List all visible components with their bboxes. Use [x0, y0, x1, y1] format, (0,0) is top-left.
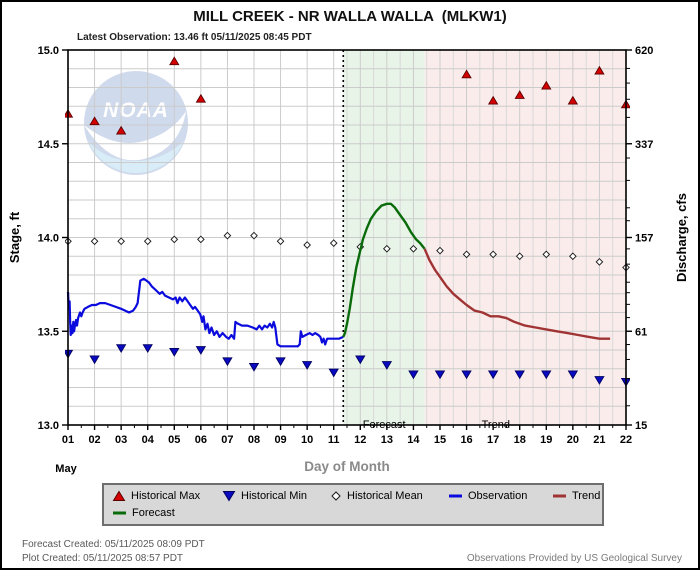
discharge-axis-label: Discharge, cfs	[674, 193, 689, 282]
legend-item-forecast: Forecast	[112, 507, 175, 519]
svg-text:15.0: 15.0	[38, 45, 59, 57]
svg-text:12: 12	[354, 434, 366, 446]
svg-text:08: 08	[248, 434, 260, 446]
legend-item-label: Historical Mean	[347, 490, 423, 502]
svg-text:14.0: 14.0	[38, 233, 59, 245]
svg-text:20: 20	[567, 434, 579, 446]
x-axis-label: Day of Month	[304, 459, 390, 474]
legend-item-label: Forecast	[132, 507, 175, 519]
triangle-up-legend-marker-icon	[112, 490, 126, 502]
svg-text:09: 09	[274, 434, 286, 446]
plot-created-label: Plot Created: 05/11/2025 08:57 PDT	[22, 553, 184, 564]
svg-text:17: 17	[487, 434, 499, 446]
series-forecast	[342, 202, 426, 338]
stage-axis-label: Stage, ft	[7, 211, 22, 263]
svg-text:19: 19	[540, 434, 552, 446]
svg-text:13: 13	[381, 434, 393, 446]
svg-text:157: 157	[635, 233, 653, 245]
svg-text:18: 18	[514, 434, 526, 446]
trend-region-label: Trend	[482, 419, 510, 431]
triangle-down-legend-marker-icon	[222, 490, 236, 502]
latest-observation-label: Latest Observation: 13.46 ft 05/11/2025 …	[77, 32, 312, 43]
legend-item-observation: Observation	[448, 490, 527, 502]
legend-item-historical-mean: Historical Mean	[330, 490, 423, 502]
svg-text:NOAA: NOAA	[103, 99, 169, 122]
svg-text:04: 04	[142, 434, 155, 446]
svg-text:07: 07	[221, 434, 233, 446]
line-legend-marker-icon	[552, 490, 567, 502]
svg-text:337: 337	[635, 139, 653, 151]
series-observation	[66, 277, 344, 348]
month-label: May	[55, 463, 77, 475]
forecast-region-label: Forecast	[363, 419, 406, 431]
svg-text:61: 61	[635, 326, 647, 338]
svg-text:01: 01	[62, 434, 74, 446]
legend-item-historical-max: Historical Max	[112, 490, 200, 502]
svg-text:22: 22	[620, 434, 632, 446]
noaa-logo-watermark: NOAA	[84, 71, 188, 175]
svg-text:16: 16	[460, 434, 472, 446]
svg-text:15: 15	[635, 420, 647, 432]
chart-title: MILL CREEK - NR WALLA WALLA (MLKW1)	[193, 8, 507, 25]
svg-text:15: 15	[434, 434, 446, 446]
hydrograph-plot: NOAA Forecast Trend 15.0 14.5 14.0 13.5 13.0 620…	[7, 45, 689, 475]
svg-text:14: 14	[407, 434, 420, 446]
legend-item-historical-min: Historical Min	[222, 490, 307, 502]
svg-text:11: 11	[328, 434, 340, 446]
series-historical-max	[65, 56, 630, 135]
svg-text:05: 05	[168, 434, 180, 446]
legend-item-label: Historical Max	[131, 490, 201, 502]
svg-text:10: 10	[301, 434, 313, 446]
svg-text:03: 03	[115, 434, 127, 446]
forecast-created-label: Forecast Created: 05/11/2025 08:09 PDT	[22, 539, 205, 550]
svg-text:14.5: 14.5	[38, 139, 59, 151]
legend-item-label: Trend	[572, 490, 601, 502]
data-credit-label: Observations Provided by US Geological S…	[466, 553, 682, 564]
chart-legend: Historical Max Historical Min Historical M…	[102, 483, 604, 526]
line-legend-marker-icon	[112, 507, 127, 519]
svg-text:620: 620	[635, 45, 653, 57]
line-legend-marker-icon	[448, 490, 463, 502]
svg-text:02: 02	[88, 434, 100, 446]
svg-text:06: 06	[195, 434, 207, 446]
series-historical-min	[65, 344, 630, 387]
series-trend	[423, 248, 611, 340]
legend-item-label: Historical Min	[241, 490, 308, 502]
svg-text:21: 21	[593, 434, 605, 446]
diamond-legend-marker-icon	[330, 490, 342, 502]
svg-text:13.0: 13.0	[38, 420, 59, 432]
legend-item-label: Observation	[468, 490, 528, 502]
legend-item-trend: Trend	[552, 490, 600, 502]
svg-text:13.5: 13.5	[38, 326, 59, 338]
